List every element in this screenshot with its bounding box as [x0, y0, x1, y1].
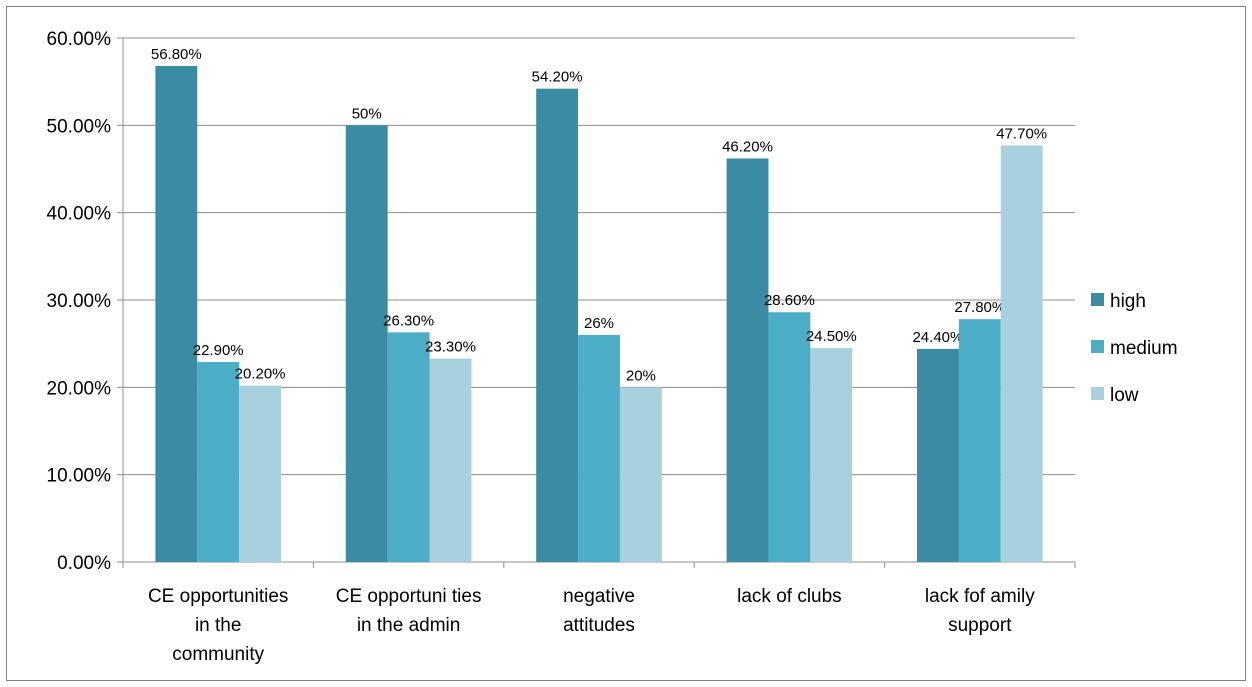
x-category-label: in the	[195, 615, 241, 636]
legend-swatch-high	[1091, 293, 1104, 306]
data-label: 24.50%	[806, 328, 857, 345]
x-category-label: in the admin	[357, 615, 461, 636]
data-label: 28.60%	[764, 292, 815, 309]
data-label: 54.20%	[532, 69, 583, 86]
bar-medium	[768, 312, 811, 562]
x-category-label: CE opportuni ties	[336, 586, 482, 607]
bar-high	[345, 125, 388, 562]
legend-label-high: high	[1110, 291, 1146, 312]
y-tick-label: 10.00%	[47, 466, 112, 487]
legend-label-medium: medium	[1110, 338, 1178, 359]
y-tick-label: 30.00%	[47, 291, 112, 312]
x-category-label: attitudes	[563, 615, 635, 636]
bar-low	[1000, 145, 1043, 563]
legend-swatch-medium	[1091, 340, 1104, 353]
x-category-label: support	[948, 615, 1012, 636]
x-category-label: community	[172, 644, 264, 665]
bar-high	[726, 158, 769, 562]
y-tick-label: 0.00%	[57, 553, 111, 574]
data-label: 47.70%	[996, 125, 1047, 142]
legend-swatch-low	[1091, 387, 1104, 400]
y-tick-label: 20.00%	[47, 378, 112, 399]
x-category-label: negative	[563, 586, 635, 607]
bar-medium	[958, 319, 1001, 562]
bar-high	[916, 348, 959, 562]
bar-high	[536, 88, 579, 563]
bar-medium	[578, 334, 620, 562]
data-label: 26%	[584, 315, 614, 332]
bar-low	[810, 348, 853, 562]
data-label: 46.20%	[722, 139, 773, 156]
y-tick-label: 40.00%	[47, 204, 112, 225]
bar-low	[619, 387, 662, 562]
y-tick-label: 50.00%	[47, 116, 112, 137]
bar-medium	[387, 332, 430, 562]
data-label: 24.40%	[912, 329, 963, 346]
data-label: 26.30%	[383, 312, 434, 329]
data-label: 27.80%	[954, 299, 1005, 316]
data-label: 23.30%	[425, 339, 476, 356]
legend-label-low: low	[1110, 385, 1139, 406]
x-category-label: CE opportunities	[148, 586, 288, 607]
data-label: 50%	[352, 105, 382, 122]
data-label: 22.90%	[193, 342, 244, 359]
x-category-label: lack of clubs	[737, 586, 842, 607]
bar-low	[429, 358, 472, 562]
data-label: 56.80%	[151, 46, 202, 63]
bar-low	[239, 385, 282, 562]
data-label: 20.20%	[235, 366, 286, 383]
y-tick-label: 60.00%	[47, 29, 112, 50]
x-category-label: lack fof amily	[925, 586, 1035, 607]
data-label: 20%	[626, 367, 656, 384]
bar-medium	[197, 362, 240, 562]
bar-high	[155, 65, 198, 563]
